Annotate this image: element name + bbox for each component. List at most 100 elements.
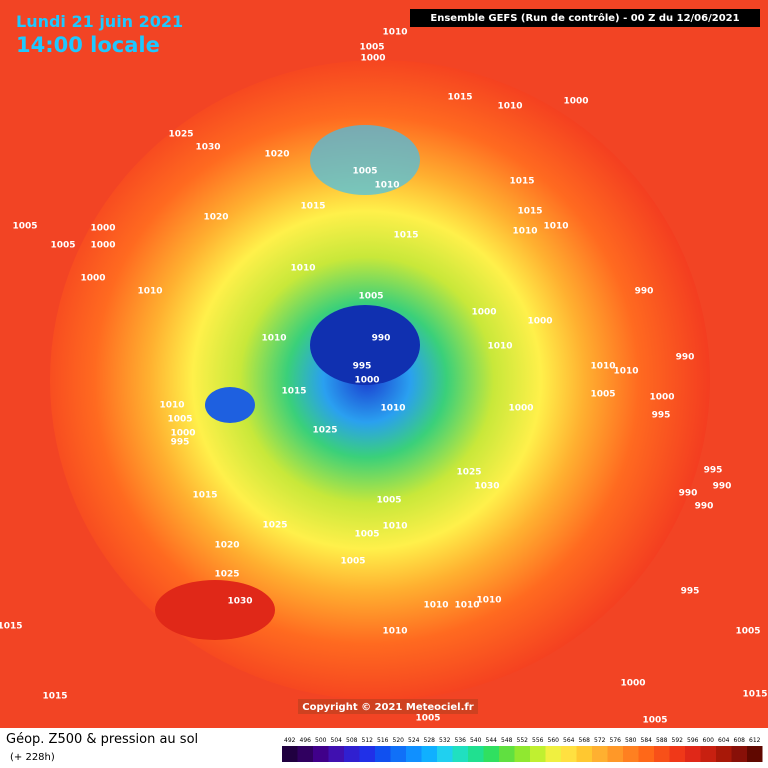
colorbar-label: 592 bbox=[672, 737, 684, 744]
isobar-label: 1025 bbox=[456, 468, 481, 478]
isobar-label: 1025 bbox=[312, 426, 337, 436]
colorbar-label: 528 bbox=[424, 737, 436, 744]
colorbar-swatch bbox=[390, 746, 406, 762]
isobar-label: 1000 bbox=[649, 393, 674, 403]
isobar-label: 990 bbox=[679, 489, 698, 499]
isobar-label: 1005 bbox=[12, 222, 37, 232]
isobar-label: 1015 bbox=[42, 692, 67, 702]
isobar-label: 1015 bbox=[393, 231, 418, 241]
colorbar-label: 496 bbox=[300, 737, 312, 744]
isobar-label: 1010 bbox=[487, 342, 512, 352]
isobar-label: 1010 bbox=[290, 264, 315, 274]
copyright-bg bbox=[298, 699, 478, 714]
colorbar-swatch bbox=[685, 746, 701, 762]
isobar-label: 990 bbox=[635, 287, 654, 297]
colorbar-label: 492 bbox=[284, 737, 296, 744]
isobar-label: 1000 bbox=[563, 97, 588, 107]
isobar-label: 1025 bbox=[214, 570, 239, 580]
isobar-label: 1010 bbox=[380, 404, 405, 414]
isobar-label: 1000 bbox=[527, 317, 552, 327]
isobar-label: 1010 bbox=[497, 102, 522, 112]
lead-time: (+ 228h) bbox=[10, 752, 55, 763]
isobar-label: 1010 bbox=[423, 601, 448, 611]
colorbar-swatch bbox=[592, 746, 608, 762]
isobar-label: 1000 bbox=[170, 429, 195, 439]
colorbar-swatch bbox=[545, 746, 561, 762]
legend-title: Géop. Z500 & pression au sol bbox=[6, 732, 198, 747]
colorbar-label: 560 bbox=[548, 737, 560, 744]
isobar-label: 1015 bbox=[300, 202, 325, 212]
isobar-label: 1025 bbox=[168, 130, 193, 140]
colorbar-label: 532 bbox=[439, 737, 451, 744]
date: Lundi 21 juin 2021 bbox=[16, 12, 183, 31]
colorbar-label: 572 bbox=[594, 737, 606, 744]
isobar-label: 1000 bbox=[508, 404, 533, 414]
isobar-label: 1005 bbox=[358, 292, 383, 302]
colorbar-label: 516 bbox=[377, 737, 389, 744]
isobar-label: 1005 bbox=[354, 530, 379, 540]
colorbar-swatch bbox=[406, 746, 422, 762]
isobar-label: 1010 bbox=[590, 362, 615, 372]
colorbar-label: 508 bbox=[346, 737, 358, 744]
isobar-label: 1010 bbox=[159, 401, 184, 411]
colorbar-swatch bbox=[437, 746, 453, 762]
isobar-label: 1010 bbox=[454, 601, 479, 611]
local-time: 14:00 locale bbox=[16, 33, 160, 57]
colorbar-swatch bbox=[669, 746, 685, 762]
isobar-label: 1005 bbox=[415, 714, 440, 724]
colorbar-swatch bbox=[514, 746, 530, 762]
isobar-label: 1020 bbox=[203, 213, 228, 223]
isobar-label: 1000 bbox=[80, 274, 105, 284]
isobar-label: 1030 bbox=[227, 597, 252, 607]
isobar-label: 1030 bbox=[474, 482, 499, 492]
colorbar-label: 504 bbox=[331, 737, 343, 744]
low-west bbox=[205, 387, 255, 423]
colorbar-swatch bbox=[607, 746, 623, 762]
colorbar-swatch bbox=[623, 746, 639, 762]
isobar-label: 1010 bbox=[613, 367, 638, 377]
colorbar-swatch bbox=[716, 746, 732, 762]
isobar-label: 1010 bbox=[137, 287, 162, 297]
run-info: Ensemble GEFS (Run de contrôle) - 00 Z d… bbox=[430, 12, 739, 24]
colorbar-swatch bbox=[282, 746, 298, 762]
colorbar-swatch bbox=[344, 746, 360, 762]
isobar-label: 1015 bbox=[447, 93, 472, 103]
colorbar-label: 564 bbox=[563, 737, 575, 744]
isobar-label: 1015 bbox=[509, 177, 534, 187]
isobar-label: 1015 bbox=[192, 491, 217, 501]
isobar-label: 1010 bbox=[261, 334, 286, 344]
isobar-label: 995 bbox=[681, 587, 700, 597]
isobar-label: 1015 bbox=[517, 207, 542, 217]
colorbar-swatch bbox=[499, 746, 515, 762]
isobar-label: 1030 bbox=[195, 143, 220, 153]
isobar-label: 990 bbox=[372, 334, 391, 344]
high-atlantic bbox=[155, 580, 275, 640]
isobar-label: 995 bbox=[704, 466, 723, 476]
colorbar-swatch bbox=[747, 746, 763, 762]
isobar-label: 995 bbox=[171, 438, 190, 448]
colorbar-label: 596 bbox=[687, 737, 699, 744]
colorbar-label: 520 bbox=[393, 737, 405, 744]
isobar-label: 1000 bbox=[90, 241, 115, 251]
colorbar-label: 512 bbox=[362, 737, 374, 744]
colorbar-label: 540 bbox=[470, 737, 482, 744]
colorbar-label: 588 bbox=[656, 737, 668, 744]
colorbar-label: 568 bbox=[579, 737, 591, 744]
isobar-label: 1010 bbox=[382, 522, 407, 532]
colorbar-swatch bbox=[328, 746, 344, 762]
colorbar-label: 584 bbox=[641, 737, 653, 744]
colorbar-swatch bbox=[359, 746, 375, 762]
colorbar-label: 604 bbox=[718, 737, 730, 744]
isobar-label: 1005 bbox=[352, 167, 377, 177]
colorbar-swatch bbox=[313, 746, 329, 762]
colorbar-swatch bbox=[638, 746, 654, 762]
isobar-label: 990 bbox=[713, 482, 732, 492]
colorbar-swatch bbox=[483, 746, 499, 762]
isobar-label: 990 bbox=[676, 353, 695, 363]
colorbar-swatch bbox=[731, 746, 747, 762]
colorbar-label: 580 bbox=[625, 737, 637, 744]
isobar-label: 1005 bbox=[50, 241, 75, 251]
run-banner bbox=[410, 9, 760, 27]
isobar-label: 1015 bbox=[0, 622, 23, 632]
